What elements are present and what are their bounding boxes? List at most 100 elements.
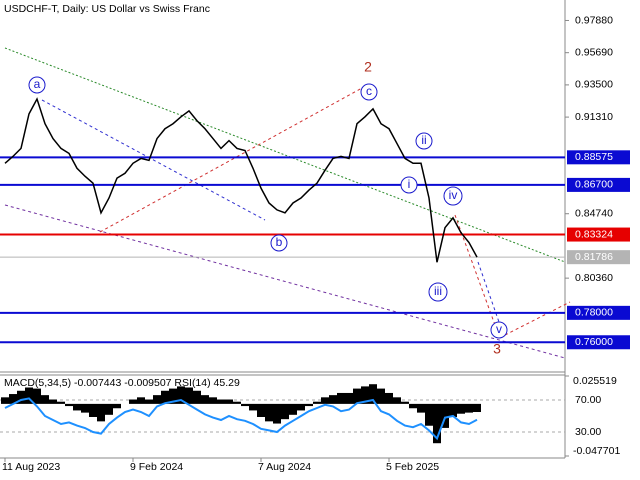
macd-bar	[441, 403, 449, 428]
macd-bar	[393, 397, 401, 404]
macd-bar	[265, 403, 273, 422]
macd-bar	[57, 401, 65, 404]
macd-bar	[297, 403, 305, 411]
trend-line	[4, 204, 566, 359]
macd-bar	[41, 395, 49, 404]
x-tick-label: 11 Aug 2023	[2, 461, 60, 473]
macd-bar	[353, 388, 361, 404]
y-tick-label: 0.97880	[575, 14, 613, 26]
y2-tick-label: 70.00	[575, 394, 601, 406]
macd-bar	[73, 403, 81, 411]
macd-bar	[49, 399, 57, 404]
macd-bar	[65, 403, 73, 407]
label-circle	[428, 282, 448, 302]
macd-bar	[89, 403, 97, 417]
wave-label: 3	[493, 341, 501, 357]
label-circle	[400, 176, 418, 194]
level-label: 0.88575	[575, 151, 613, 163]
level-label: 0.76000	[575, 336, 613, 348]
macd-bar	[473, 403, 481, 413]
macd-bar	[321, 397, 329, 404]
macd-bar	[345, 392, 353, 404]
macd-bar	[433, 403, 441, 444]
macd-bar	[201, 395, 209, 404]
projection-line	[504, 301, 571, 336]
macd-bar	[209, 397, 217, 404]
y-tick-label: 0.91310	[575, 111, 613, 123]
wave-label: b	[276, 235, 283, 249]
label-circle	[270, 234, 288, 252]
wave-labels: a b c i ii iii iv v 2 3	[28, 59, 508, 357]
macd-bar	[401, 401, 409, 404]
x-tick-label: 9 Feb 2024	[130, 461, 183, 473]
wave-label: iv	[449, 188, 458, 202]
wave-label: i	[408, 177, 411, 191]
level-tag	[567, 227, 630, 242]
macd-bar	[113, 403, 121, 409]
indicator-label: MACD(5,34,5) -0.007443 -0.009507 RSI(14)…	[4, 377, 240, 389]
y-tick-label: 0.95690	[575, 46, 613, 58]
macd-bar	[289, 403, 297, 415]
level-label: 0.86700	[575, 179, 613, 191]
macd-bar	[457, 403, 465, 414]
label-circle	[415, 132, 433, 150]
macd-bar	[129, 399, 137, 404]
current-price-tag	[567, 250, 630, 265]
macd-bar	[217, 399, 225, 404]
macd-bar	[449, 403, 457, 417]
wave-label: a	[34, 77, 41, 91]
macd-bar	[337, 392, 345, 404]
macd-bar	[81, 403, 89, 413]
macd-bar	[305, 403, 313, 407]
macd-bar	[97, 403, 105, 422]
price-line	[4, 97, 478, 263]
wave-label: 2	[364, 59, 372, 75]
macd-bar	[257, 403, 265, 417]
macd-bar	[137, 397, 145, 404]
label-circle	[490, 321, 508, 339]
macd-bar	[313, 401, 321, 404]
label-circle	[28, 76, 46, 94]
level-label: 0.83324	[575, 228, 613, 240]
macd-bar	[377, 388, 385, 404]
label-circle	[443, 186, 463, 206]
macd-bar	[409, 403, 417, 409]
y-tick-label: 0.84740	[575, 208, 613, 220]
level-tag	[567, 177, 630, 192]
level-tag	[567, 335, 630, 350]
projection-line	[477, 261, 500, 323]
rsi-line	[4, 397, 478, 441]
macd-bar	[225, 399, 233, 404]
macd-bar	[249, 403, 257, 411]
wave-label: c	[366, 84, 372, 98]
wave-label: iii	[434, 284, 442, 298]
level-tag	[567, 150, 630, 165]
y-tick-label: -0.047701	[573, 445, 620, 457]
macd-bar	[193, 390, 201, 404]
label-circle	[360, 83, 378, 101]
chart-title: USDCHF-T, Daily: US Dollar vs Swiss Fran…	[4, 3, 210, 15]
macd-bar	[169, 388, 177, 404]
macd-bar	[361, 386, 369, 404]
level-tag	[567, 305, 630, 320]
x-tick-label: 7 Aug 2024	[258, 461, 311, 473]
macd-bar	[465, 403, 473, 413]
trend-line	[41, 99, 266, 221]
macd-bar	[281, 403, 289, 420]
macd-bar	[25, 387, 33, 404]
y-tick-label: 0.93500	[575, 79, 613, 91]
wave-label: ii	[421, 133, 426, 147]
macd-bar	[17, 390, 25, 404]
y-tick-label: 0.80360	[575, 272, 613, 284]
x-tick-label: 5 Feb 2025	[386, 461, 439, 473]
wave-label: v	[496, 322, 502, 336]
macd-bar	[9, 394, 17, 404]
macd-bar	[329, 395, 337, 404]
trend-line	[99, 87, 363, 233]
macd-bar	[161, 390, 169, 404]
macd-bar	[105, 403, 113, 415]
macd-bar	[369, 384, 377, 404]
current-price-label: 0.81786	[575, 251, 613, 263]
